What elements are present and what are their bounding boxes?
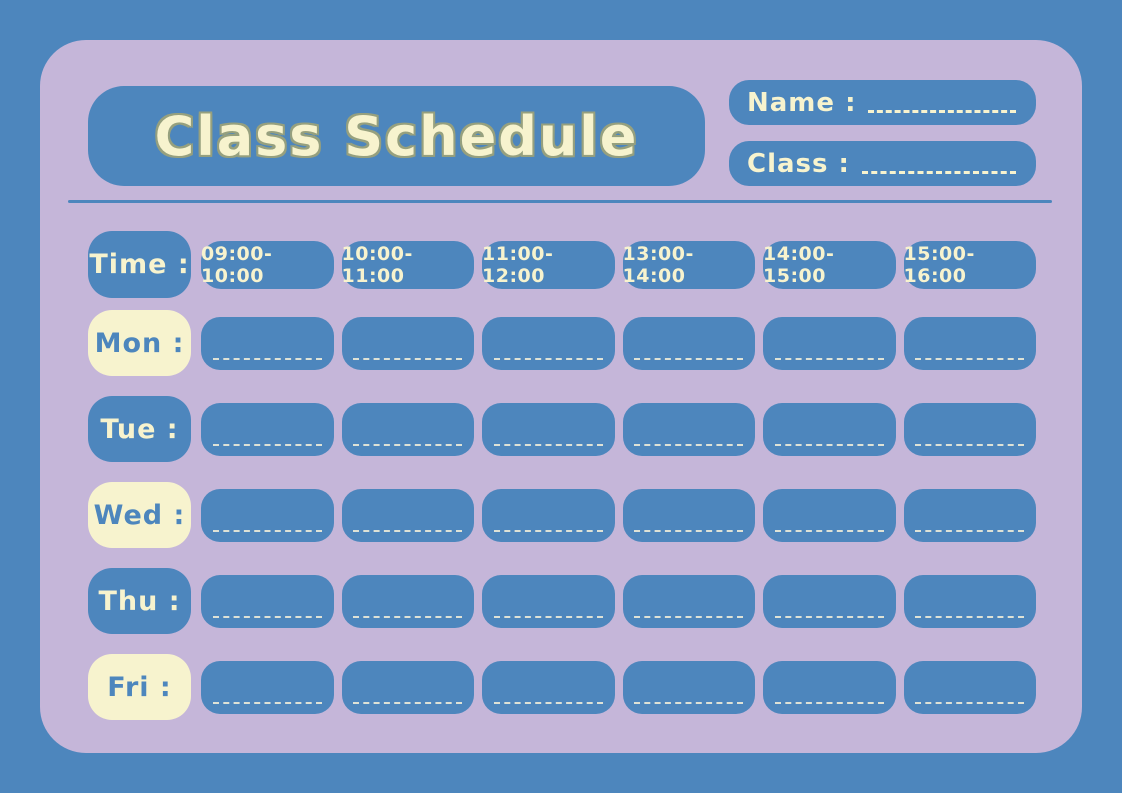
title-banner: Class Schedule — [88, 86, 705, 186]
row-thursday: Thu : — [88, 568, 1036, 634]
schedule-cell-thu-2[interactable] — [341, 574, 474, 628]
page-title: Class Schedule — [154, 104, 639, 168]
write-line — [915, 529, 1025, 532]
schedule-cell-mon-5[interactable] — [763, 316, 896, 370]
time-slot-6: 15:00-16:00 — [903, 240, 1036, 289]
write-line — [493, 701, 603, 704]
write-line — [634, 529, 744, 532]
schedule-cell-wed-5[interactable] — [763, 488, 896, 542]
schedule-cell-mon-6[interactable] — [903, 316, 1036, 370]
schedule-cell-fri-6[interactable] — [903, 660, 1036, 714]
time-slot-5: 14:00-15:00 — [763, 240, 896, 289]
row-wednesday: Wed : — [88, 482, 1036, 548]
schedule-cell-fri-4[interactable] — [622, 660, 755, 714]
schedule-cell-fri-1[interactable] — [201, 660, 334, 714]
day-label-fri: Fri : — [88, 654, 191, 720]
name-label: Name : — [747, 87, 857, 118]
write-line — [212, 701, 322, 704]
class-write-line[interactable] — [861, 171, 1016, 174]
row-friday: Fri : — [88, 654, 1036, 720]
row-tuesday: Tue : — [88, 396, 1036, 462]
write-line — [774, 529, 884, 532]
class-label: Class : — [747, 148, 850, 179]
schedule-cell-thu-1[interactable] — [201, 574, 334, 628]
schedule-cell-wed-3[interactable] — [482, 488, 615, 542]
schedule-cell-tue-4[interactable] — [622, 402, 755, 456]
schedule-card: Class Schedule Name : Class : Time : 09: — [40, 40, 1082, 753]
time-row: Time : 09:00-10:00 10:00-11:00 11:00-12:… — [88, 231, 1036, 298]
write-line — [353, 701, 463, 704]
schedule-cell-mon-3[interactable] — [482, 316, 615, 370]
time-slot-4: 13:00-14:00 — [622, 240, 755, 289]
schedule-cell-tue-6[interactable] — [903, 402, 1036, 456]
write-line — [353, 357, 463, 360]
day-label-wed-text: Wed : — [93, 499, 186, 531]
day-label-thu: Thu : — [88, 568, 191, 634]
write-line — [915, 357, 1025, 360]
schedule-cell-fri-2[interactable] — [341, 660, 474, 714]
write-line — [212, 357, 322, 360]
header-area: Class Schedule Name : Class : — [88, 80, 1036, 186]
schedule-grid: Time : 09:00-10:00 10:00-11:00 11:00-12:… — [88, 231, 1036, 720]
write-line — [634, 443, 744, 446]
time-header: Time : — [88, 231, 191, 298]
write-line — [493, 443, 603, 446]
write-line — [634, 701, 744, 704]
write-line — [493, 357, 603, 360]
day-label-mon-text: Mon : — [94, 327, 185, 359]
schedule-cell-tue-2[interactable] — [341, 402, 474, 456]
schedule-cell-mon-2[interactable] — [341, 316, 474, 370]
row-monday: Mon : — [88, 310, 1036, 376]
id-fields: Name : Class : — [729, 80, 1036, 186]
schedule-cell-tue-3[interactable] — [482, 402, 615, 456]
write-line — [634, 357, 744, 360]
day-label-tue-text: Tue : — [100, 413, 179, 445]
write-line — [774, 443, 884, 446]
time-slot-1: 09:00-10:00 — [201, 240, 334, 289]
write-line — [915, 443, 1025, 446]
time-slot-3: 11:00-12:00 — [482, 240, 615, 289]
schedule-cell-wed-4[interactable] — [622, 488, 755, 542]
class-field[interactable]: Class : — [729, 141, 1036, 186]
write-line — [212, 529, 322, 532]
write-line — [212, 615, 322, 618]
write-line — [493, 615, 603, 618]
write-line — [915, 615, 1025, 618]
write-line — [353, 529, 463, 532]
day-label-tue: Tue : — [88, 396, 191, 462]
schedule-cell-thu-5[interactable] — [763, 574, 896, 628]
time-header-label: Time : — [89, 249, 190, 280]
schedule-cell-thu-3[interactable] — [482, 574, 615, 628]
schedule-cell-wed-1[interactable] — [201, 488, 334, 542]
day-label-thu-text: Thu : — [98, 585, 181, 617]
schedule-cell-wed-6[interactable] — [903, 488, 1036, 542]
time-slot-2: 10:00-11:00 — [341, 240, 474, 289]
schedule-cell-tue-1[interactable] — [201, 402, 334, 456]
day-label-fri-text: Fri : — [107, 671, 172, 703]
write-line — [353, 615, 463, 618]
name-write-line[interactable] — [868, 110, 1016, 113]
schedule-cell-tue-5[interactable] — [763, 402, 896, 456]
name-field[interactable]: Name : — [729, 80, 1036, 125]
schedule-cell-thu-6[interactable] — [903, 574, 1036, 628]
divider-line — [68, 200, 1052, 203]
schedule-cell-mon-4[interactable] — [622, 316, 755, 370]
write-line — [774, 701, 884, 704]
write-line — [212, 443, 322, 446]
schedule-cell-thu-4[interactable] — [622, 574, 755, 628]
write-line — [634, 615, 744, 618]
write-line — [774, 357, 884, 360]
day-label-wed: Wed : — [88, 482, 191, 548]
write-line — [353, 443, 463, 446]
schedule-cell-mon-1[interactable] — [201, 316, 334, 370]
schedule-cell-wed-2[interactable] — [341, 488, 474, 542]
schedule-cell-fri-5[interactable] — [763, 660, 896, 714]
day-label-mon: Mon : — [88, 310, 191, 376]
write-line — [915, 701, 1025, 704]
write-line — [774, 615, 884, 618]
schedule-cell-fri-3[interactable] — [482, 660, 615, 714]
write-line — [493, 529, 603, 532]
